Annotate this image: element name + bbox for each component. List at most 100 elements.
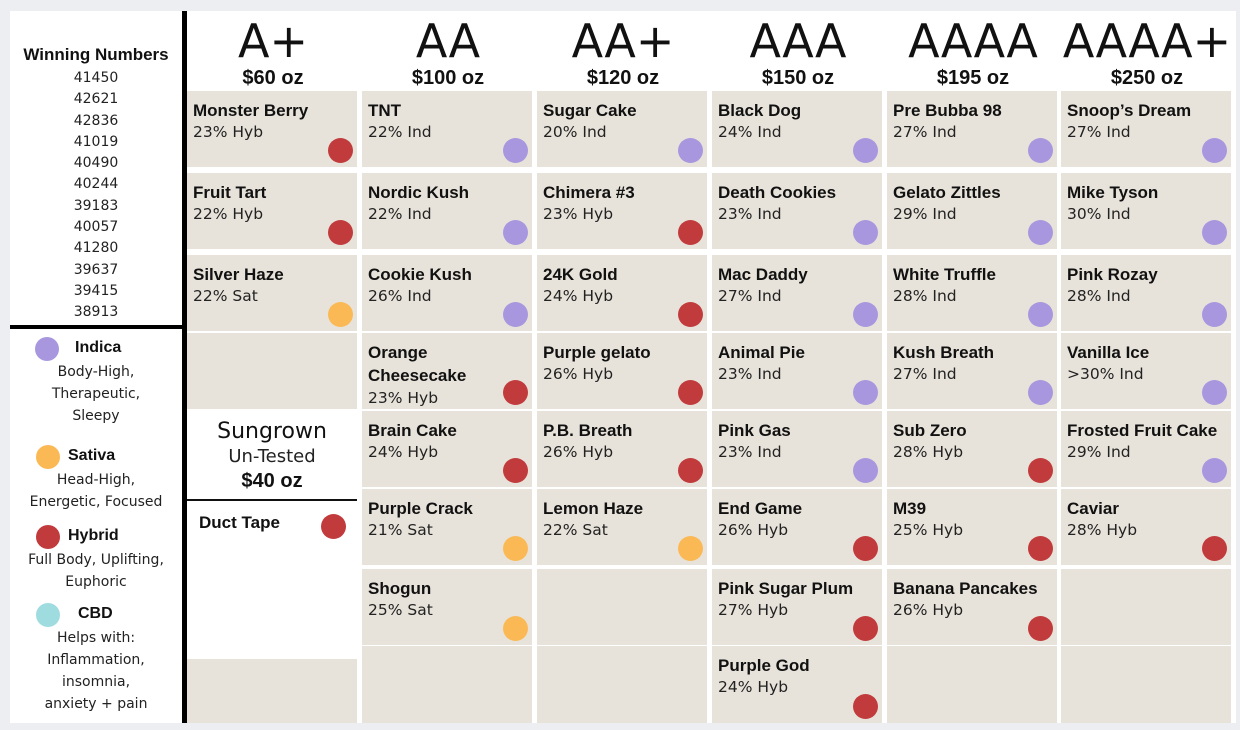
strain-potency: 29% Ind (1067, 443, 1131, 461)
empty-cell (537, 569, 707, 645)
indica-dot-icon (1202, 302, 1227, 327)
hybrid-dot-icon (321, 514, 346, 539)
legend-description: insomnia, (61, 674, 131, 690)
legend-description: Helps with: (56, 630, 136, 646)
menu-board: Winning Numbers 41450 42621 42836 41019 4049… (10, 11, 1236, 723)
strain-name: Shogun (368, 579, 432, 598)
grade-price: $60 oz (242, 67, 304, 89)
strain-potency: 26% Hyb (893, 601, 964, 619)
hybrid-dot-icon (853, 536, 878, 561)
strain-name: Orange Cheesecake (368, 343, 467, 385)
strain-name: End Game (718, 499, 803, 518)
indica-dot-icon (853, 138, 878, 163)
legend-item-indica: Indica Body-High, Therapeutic, Sleepy (10, 337, 182, 427)
strain-potency: 26% Hyb (543, 443, 614, 461)
strain-name: Vanilla Ice (1067, 343, 1150, 362)
strain-name: Pink Gas (718, 421, 791, 440)
legend-description: Head-High, (56, 472, 136, 488)
hybrid-dot-icon (503, 458, 528, 483)
winning-number: 39183 (73, 197, 119, 214)
strain-potency: 28% Hyb (893, 443, 964, 461)
grade-price: $150 oz (761, 67, 835, 89)
strain-name: Mac Daddy (718, 265, 808, 284)
strain-card: Cookie Kush 26% Ind (362, 255, 532, 331)
grade-price: $120 oz (586, 67, 660, 89)
cbd-dot-icon (36, 603, 60, 627)
legend-item-hybrid: Hybrid Full Body, Uplifting, Euphoric (10, 525, 182, 593)
grade-header: AAA $150 oz (712, 15, 884, 93)
winning-number: 38913 (73, 304, 119, 321)
sungrown-divider (187, 499, 357, 501)
strain-name: M39 (893, 499, 927, 518)
strain-card: Frosted Fruit Cake 29% Ind (1061, 411, 1231, 487)
strain-potency: 22% Sat (193, 287, 258, 305)
strain-potency: 20% Ind (543, 123, 607, 141)
strain-card: Silver Haze 22% Sat (187, 255, 357, 331)
strain-name: 24K Gold (543, 265, 618, 284)
strain-potency: 24% Ind (718, 123, 782, 141)
strain-potency: 25% Sat (368, 601, 433, 619)
strain-name: Cookie Kush (368, 265, 472, 284)
strain-name: Black Dog (718, 101, 802, 120)
grade-name: AAA (749, 14, 847, 68)
strain-potency: 24% Hyb (368, 443, 439, 461)
strain-card: Gelato Zittles 29% Ind (887, 173, 1057, 249)
strain-potency: >30% Ind (1067, 365, 1144, 383)
strain-name: Monster Berry (193, 101, 309, 120)
strain-card: Monster Berry 23% Hyb (187, 91, 357, 167)
strain-potency: 24% Hyb (543, 287, 614, 305)
strain-card: Fruit Tart 22% Hyb (187, 173, 357, 249)
indica-dot-icon (1202, 380, 1227, 405)
winning-number: 41450 (73, 70, 119, 86)
sativa-dot-icon (36, 445, 60, 469)
winning-number: 40057 (73, 219, 119, 236)
grade-header: AAAA+ $250 oz (1061, 15, 1233, 93)
strain-potency: 24% Hyb (718, 678, 789, 696)
legend-item-sativa: Sativa Head-High, Energetic, Focused (10, 445, 182, 513)
sungrown-strain-name: Duct Tape (199, 513, 280, 532)
strain-potency: 30% Ind (1067, 205, 1131, 223)
strain-card: Chimera #3 23% Hyb (537, 173, 707, 249)
hybrid-dot-icon (853, 616, 878, 641)
strain-name: Purple Crack (368, 499, 473, 518)
strain-name: Purple gelato (543, 343, 651, 362)
sungrown-title: Sungrown (217, 419, 327, 444)
legend-label: Sativa (68, 447, 116, 464)
strain-potency: 27% Ind (718, 287, 782, 305)
strain-name: Fruit Tart (193, 183, 267, 202)
strain-potency: 23% Ind (718, 205, 782, 223)
winning-number: 42836 (73, 112, 119, 129)
strain-potency: 23% Hyb (368, 389, 439, 407)
indica-dot-icon (1028, 138, 1053, 163)
strain-card: Mike Tyson 30% Ind (1061, 173, 1231, 249)
hybrid-dot-icon (1028, 616, 1053, 641)
empty-cell (1061, 646, 1231, 723)
sungrown-panel: Sungrown Un-Tested $40 oz Duct Tape (187, 417, 357, 665)
winning-number: 39637 (73, 261, 119, 278)
sidebar-section-divider (10, 325, 187, 329)
legend-description: anxiety + pain (44, 696, 148, 712)
grade-name: AAAA+ (1062, 14, 1232, 68)
strain-name: Brain Cake (368, 421, 457, 440)
legend-description: Energetic, Focused (29, 494, 163, 510)
grade-name: A+ (237, 14, 308, 68)
strain-card: Pink Rozay 28% Ind (1061, 255, 1231, 331)
strain-card: Nordic Kush 22% Ind (362, 173, 532, 249)
legend-label: Hybrid (68, 527, 119, 544)
empty-cell (537, 646, 707, 723)
empty-cell (1061, 569, 1231, 645)
hybrid-dot-icon (678, 302, 703, 327)
indica-dot-icon (1202, 138, 1227, 163)
indica-dot-icon (853, 458, 878, 483)
strain-potency: 26% Ind (368, 287, 432, 305)
strain-potency: 23% Hyb (193, 123, 264, 141)
indica-dot-icon (853, 302, 878, 327)
indica-dot-icon (1028, 380, 1053, 405)
strain-card: Banana Pancakes 26% Hyb (887, 569, 1057, 645)
hybrid-dot-icon (678, 220, 703, 245)
strain-card: P.B. Breath 26% Hyb (537, 411, 707, 487)
strain-name: Animal Pie (718, 343, 805, 362)
strain-name: Purple God (718, 656, 810, 675)
sativa-dot-icon (328, 302, 353, 327)
winning-numbers-list: 41450 42621 42836 41019 40490 40244 39183 40057… (10, 68, 182, 324)
